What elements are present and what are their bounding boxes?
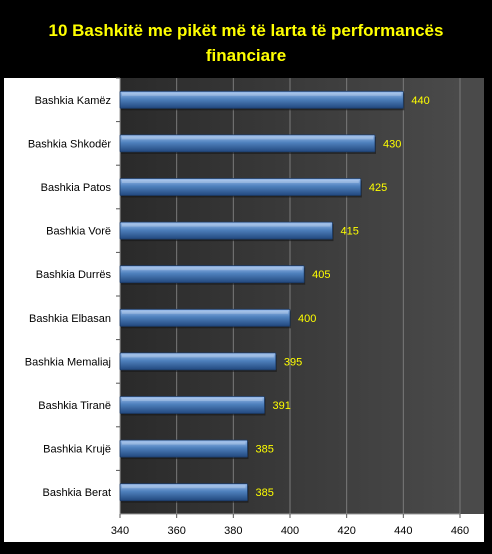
x-tick-label: 360 xyxy=(167,525,185,537)
data-label: 395 xyxy=(284,356,302,368)
x-axis-label-panel xyxy=(4,514,484,542)
bar-highlight xyxy=(122,136,373,140)
category-label: Bashkia Tiranë xyxy=(38,400,111,412)
data-label: 391 xyxy=(273,400,291,412)
bar-highlight xyxy=(122,310,288,314)
data-label: 385 xyxy=(256,444,274,456)
bar-highlight xyxy=(122,223,331,227)
bar-highlight xyxy=(122,398,263,401)
category-label: Bashkia Shkodër xyxy=(28,138,111,150)
x-tick-label: 460 xyxy=(451,525,469,537)
chart-title: 10 Bashkitë me pikët më të larta të perf… xyxy=(48,21,444,65)
data-label: 400 xyxy=(298,313,316,325)
bar-highlight xyxy=(122,485,246,489)
bar xyxy=(119,178,362,196)
x-tick-label: 400 xyxy=(281,525,299,537)
bar-highlight xyxy=(122,267,303,271)
category-label: Bashkia Kamëz xyxy=(35,95,111,107)
x-tick-label: 380 xyxy=(224,525,242,537)
bar xyxy=(119,90,404,109)
category-label: Bashkia Elbasan xyxy=(29,313,111,325)
plot-right-strip xyxy=(460,78,484,514)
x-tick-label: 340 xyxy=(111,525,129,537)
data-label: 430 xyxy=(383,138,401,150)
bar-highlight xyxy=(122,92,402,96)
bar xyxy=(119,396,265,414)
bar xyxy=(119,221,333,240)
category-label-panel xyxy=(4,78,120,514)
bar-highlight xyxy=(122,180,359,183)
category-label: Bashkia Berat xyxy=(43,487,111,499)
x-tick-label: 420 xyxy=(337,525,355,537)
category-label: Bashkia Durrës xyxy=(36,269,112,281)
bar xyxy=(119,265,305,284)
bar xyxy=(119,483,248,502)
bar-highlight xyxy=(122,354,274,358)
category-label: Bashkia Krujë xyxy=(43,444,111,456)
bar xyxy=(119,134,376,153)
bar-highlight xyxy=(122,441,246,445)
data-label: 405 xyxy=(312,269,330,281)
data-label: 440 xyxy=(411,95,429,107)
category-label: Bashkia Memaliaj xyxy=(25,356,111,368)
data-label: 425 xyxy=(369,182,387,194)
x-tick-label: 440 xyxy=(394,525,412,537)
bar xyxy=(119,439,248,458)
category-label: Bashkia Patos xyxy=(41,182,112,194)
data-label: 415 xyxy=(341,226,359,238)
bar xyxy=(119,352,277,371)
data-label: 385 xyxy=(256,487,274,499)
category-label: Bashkia Vorë xyxy=(46,226,111,238)
bar xyxy=(119,308,291,327)
